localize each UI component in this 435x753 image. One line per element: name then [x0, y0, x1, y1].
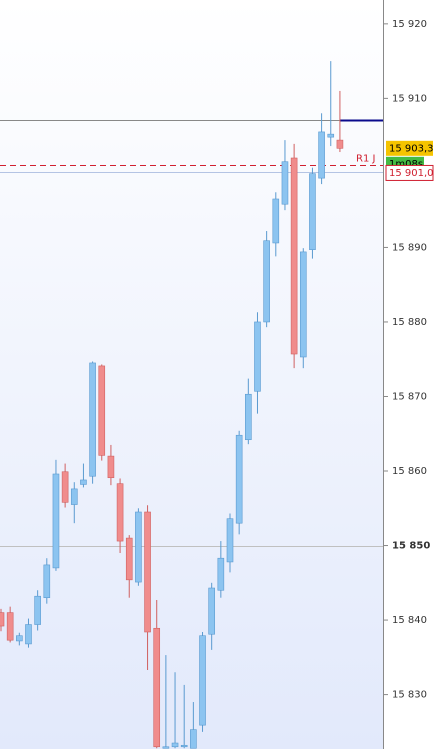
candle-body	[6, 612, 14, 641]
last-price-label: 15 903,3	[389, 143, 434, 154]
candle-body	[171, 742, 179, 748]
pivot-name: R1 J	[356, 153, 375, 164]
candle-body	[190, 729, 197, 749]
candle-body	[208, 587, 215, 635]
candle-body	[98, 365, 106, 456]
candle-body	[25, 624, 32, 645]
candle-body	[336, 139, 344, 149]
candle-body	[70, 488, 78, 505]
y-tick-label: 15 890	[392, 242, 427, 253]
y-tick-label: 15 880	[392, 317, 427, 328]
candle-body	[245, 393, 252, 441]
candle-body	[281, 161, 289, 205]
candle-body	[135, 511, 142, 583]
candle-body	[327, 133, 335, 138]
candle-body	[162, 746, 170, 749]
pivot-value-label: 15 901,0	[389, 168, 434, 179]
y-tick-label: 15 860	[392, 466, 427, 477]
candle-body	[309, 173, 316, 250]
last-price-box	[386, 140, 433, 156]
candle-body	[34, 595, 41, 625]
candle-body	[125, 537, 133, 581]
candle-body	[217, 557, 225, 591]
axis-panel	[383, 0, 435, 749]
y-tick-label: 15 840	[392, 615, 427, 626]
candle-body	[263, 240, 270, 323]
pivot-box	[385, 164, 434, 181]
candle-body	[144, 511, 151, 633]
candle-body	[61, 471, 69, 503]
candle-body	[52, 473, 60, 569]
y-tick-label: 15 870	[392, 391, 427, 402]
timer-label: 1m08s	[389, 159, 423, 170]
candle-body	[0, 612, 5, 627]
candle-body	[107, 455, 115, 479]
candle-body	[43, 564, 51, 599]
candle-body	[318, 131, 325, 179]
candle-body	[16, 635, 23, 642]
candle-body	[272, 198, 280, 244]
candle-body	[299, 251, 307, 358]
candle-body	[290, 157, 298, 355]
candle-body	[180, 744, 188, 748]
y-tick-label: 15 830	[392, 690, 427, 701]
candle-body	[235, 434, 243, 524]
y-tick-label: 15 850	[392, 541, 430, 552]
y-tick-label: 15 920	[392, 19, 427, 30]
plot-background	[0, 0, 383, 749]
candle-body	[116, 483, 124, 542]
candle-body	[153, 627, 161, 748]
candle-body	[89, 362, 96, 477]
candle-body	[254, 321, 261, 392]
y-tick-label: 15 910	[392, 93, 427, 104]
candle-body	[226, 518, 234, 563]
candle-body	[199, 635, 206, 726]
candle-body	[80, 479, 87, 485]
